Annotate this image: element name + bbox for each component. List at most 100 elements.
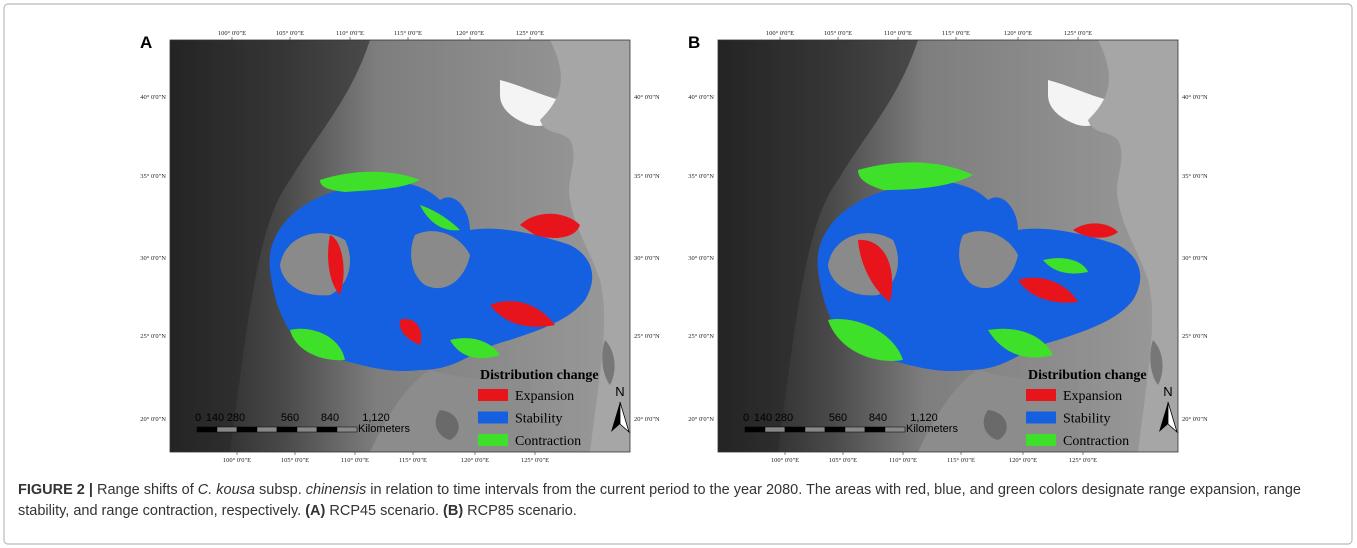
lon-tick-label: 105° 0'0"E (829, 457, 857, 464)
lon-tick-label: 115° 0'0"E (394, 30, 422, 37)
lat-tick-label: 35° 0'0"N (140, 173, 166, 180)
legend-title: Distribution change (480, 368, 599, 383)
lon-tick-label: 115° 0'0"E (942, 30, 970, 37)
scale-segment (825, 427, 845, 432)
caption-text: chinensis (306, 482, 366, 498)
lon-tick-label: 105° 0'0"E (824, 30, 852, 37)
legend-swatch (1026, 434, 1056, 446)
lon-tick-label: 100° 0'0"E (223, 457, 251, 464)
scale-label: 140 (754, 412, 772, 424)
lon-tick-label: 100° 0'0"E (766, 30, 794, 37)
scale-segment (277, 427, 297, 432)
lon-tick-label: 115° 0'0"E (399, 457, 427, 464)
lon-tick-label: 100° 0'0"E (218, 30, 246, 37)
scale-segment (197, 427, 217, 432)
caption-text: RCP45 scenario. (325, 503, 443, 519)
lon-tick-label: 125° 0'0"E (1069, 457, 1097, 464)
scale-unit: Kilometers (358, 423, 410, 435)
lat-tick-label: 40° 0'0"N (140, 94, 166, 101)
scale-segment (745, 427, 765, 432)
lon-tick-label: 120° 0'0"E (456, 30, 484, 37)
north-label: N (1163, 384, 1172, 399)
scale-label: 840 (869, 412, 887, 424)
legend-item: Contraction (515, 434, 581, 449)
scale-label: 0 (743, 412, 749, 424)
scale-label: 560 (281, 412, 299, 424)
legend-title: Distribution change (1028, 368, 1147, 383)
scale-label: 560 (829, 412, 847, 424)
lat-tick-label: 25° 0'0"N (688, 333, 714, 340)
lat-tick-label: 25° 0'0"N (140, 333, 166, 340)
caption: FIGURE 2 | Range shifts of C. kousa subs… (18, 480, 1333, 522)
lat-tick-label: 20° 0'0"N (688, 416, 714, 423)
legend-item: Stability (1063, 412, 1110, 427)
caption-text: (B) (443, 503, 463, 519)
scale-segment (317, 427, 337, 432)
lon-tick-label: 110° 0'0"E (889, 457, 917, 464)
scale-segment (885, 427, 905, 432)
caption-text: RCP85 scenario. (463, 503, 577, 519)
scale-segment (865, 427, 885, 432)
panels: A 100° 0'0"E 105° 0'0"E 110° 0'0"E 115° 0'0"… (140, 30, 1208, 464)
lat-tick-label: 30° 0'0"N (140, 255, 166, 262)
scale-segment (337, 427, 357, 432)
scale-segment (785, 427, 805, 432)
lon-tick-label: 120° 0'0"E (461, 457, 489, 464)
lon-tick-label: 120° 0'0"E (1009, 457, 1037, 464)
legend-swatch (478, 389, 508, 401)
figure: A 100° 0'0"E 105° 0'0"E 110° 0'0"E 115° 0'0"… (0, 0, 1357, 548)
caption-text: C. kousa (198, 482, 255, 498)
scale-label: 140 (206, 412, 224, 424)
lat-tick-label: 20° 0'0"N (634, 416, 660, 423)
lat-tick-label: 30° 0'0"N (634, 255, 660, 262)
lat-tick-label: 30° 0'0"N (688, 255, 714, 262)
lon-tick-label: 110° 0'0"E (884, 30, 912, 37)
north-label: N (615, 384, 624, 399)
lon-tick-label: 105° 0'0"E (276, 30, 304, 37)
lat-tick-label: 40° 0'0"N (1182, 94, 1208, 101)
panel-label: A (140, 33, 152, 52)
caption-text: subsp. (255, 482, 306, 498)
lon-tick-label: 125° 0'0"E (516, 30, 544, 37)
legend-swatch (1026, 412, 1056, 424)
lon-tick-label: 115° 0'0"E (947, 457, 975, 464)
caption-text: (A) (305, 503, 325, 519)
legend-item: Expansion (515, 389, 574, 404)
scale-label: 280 (775, 412, 793, 424)
caption-text: Range shifts of (93, 482, 198, 498)
scale-segment (257, 427, 277, 432)
scale-segment (217, 427, 237, 432)
lon-tick-label: 125° 0'0"E (1064, 30, 1092, 37)
lat-tick-label: 40° 0'0"N (688, 94, 714, 101)
lon-tick-label: 120° 0'0"E (1004, 30, 1032, 37)
lon-tick-label: 100° 0'0"E (771, 457, 799, 464)
lat-tick-label: 25° 0'0"N (634, 333, 660, 340)
scale-segment (805, 427, 825, 432)
lat-tick-label: 35° 0'0"N (688, 173, 714, 180)
scale-segment (297, 427, 317, 432)
legend-swatch (478, 412, 508, 424)
lat-tick-label: 40° 0'0"N (634, 94, 660, 101)
lat-tick-label: 35° 0'0"N (634, 173, 660, 180)
legend-swatch (478, 434, 508, 446)
map-panel: B 100° 0'0"E 105° 0'0"E 110° 0'0"E 115° 0'0"… (688, 30, 1208, 464)
caption-label: FIGURE 2 | (18, 482, 93, 498)
lat-tick-label: 20° 0'0"N (140, 416, 166, 423)
legend-item: Contraction (1063, 434, 1129, 449)
scale-segment (237, 427, 257, 432)
lat-tick-label: 25° 0'0"N (1182, 333, 1208, 340)
lat-tick-label: 30° 0'0"N (1182, 255, 1208, 262)
lon-tick-label: 110° 0'0"E (336, 30, 364, 37)
lon-tick-label: 110° 0'0"E (341, 457, 369, 464)
page: A 100° 0'0"E 105° 0'0"E 110° 0'0"E 115° 0'0"… (0, 0, 1357, 548)
lat-tick-label: 20° 0'0"N (1182, 416, 1208, 423)
scale-label: 840 (321, 412, 339, 424)
scale-segment (765, 427, 785, 432)
scale-unit: Kilometers (906, 423, 958, 435)
panel-label: B (688, 33, 700, 52)
legend-swatch (1026, 389, 1056, 401)
scale-label: 0 (195, 412, 201, 424)
map-panel: A 100° 0'0"E 105° 0'0"E 110° 0'0"E 115° 0'0"… (140, 30, 660, 464)
lat-tick-label: 35° 0'0"N (1182, 173, 1208, 180)
legend-item: Expansion (1063, 389, 1122, 404)
